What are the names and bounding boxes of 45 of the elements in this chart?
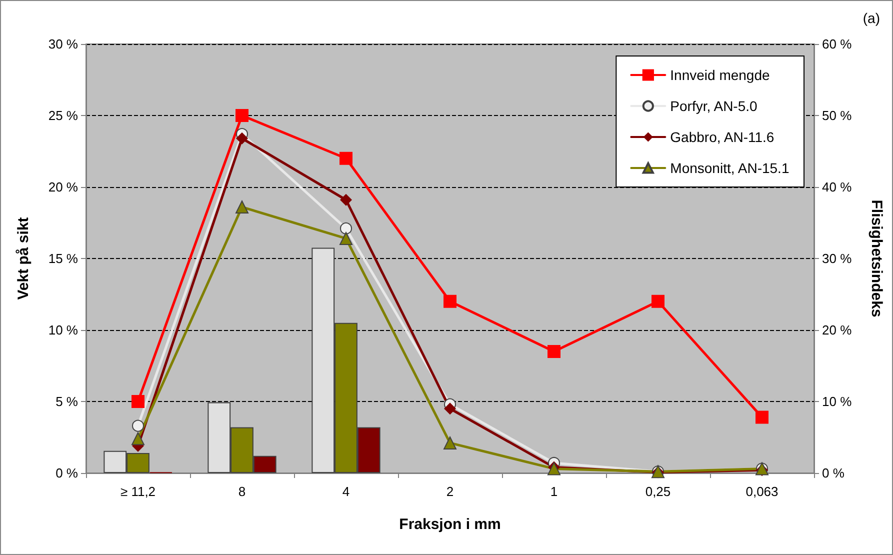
y2-tick-label: 30 % [822, 251, 852, 266]
y2-tick-label: 10 % [822, 394, 852, 409]
y2-axis-title: Flisighetsindeks [868, 200, 885, 318]
point [340, 152, 352, 165]
point [132, 432, 144, 446]
x-tick-label: 2 [446, 484, 454, 499]
point [652, 294, 664, 308]
text: (a) [862, 10, 880, 26]
y-tick-label: 5 % [56, 394, 78, 409]
y-tick-label: 0 % [56, 466, 78, 480]
y-tick-label: 10 % [48, 322, 78, 338]
point [236, 200, 248, 214]
point [444, 402, 456, 415]
legend-label: Innveid mengde [670, 67, 770, 83]
y2-tick-label: 40 % [822, 180, 852, 194]
x-tick-label: 1 [550, 484, 558, 499]
point [236, 132, 248, 144]
point [444, 436, 456, 450]
point [132, 420, 144, 432]
legend-label: Gabbro, AN-11.6 [670, 129, 774, 145]
y2-tick-label: 20 % [822, 322, 852, 338]
y2-tick-label: 0 % [822, 466, 845, 480]
x-tick-label: ≥ 11,2 [120, 484, 156, 499]
legend-label: Monsonitt, AN-15.1 [670, 160, 790, 176]
x-tick-label: 0,25 [645, 484, 671, 499]
point [444, 294, 456, 308]
y-tick-label: 20 % [48, 180, 78, 194]
point [340, 232, 352, 245]
point [340, 222, 352, 234]
y2-tick-label: 50 % [822, 108, 852, 123]
point [340, 194, 352, 206]
point [756, 410, 768, 424]
x-axis-title: Fraksjon i mm [399, 516, 501, 533]
point [236, 109, 248, 122]
y-tick-label: 30 % [48, 36, 78, 52]
x-tick-label: 8 [238, 484, 246, 499]
point [548, 344, 560, 358]
y2-tick-label: 60 % [822, 36, 852, 52]
y-axis-title: Vekt på sikt [15, 217, 32, 300]
x-tick-label: 4 [342, 484, 350, 499]
x-tick-label: 0,063 [746, 484, 778, 499]
legend-label: Porfyr, AN-5.0 [670, 98, 758, 114]
y-tick-label: 25 % [48, 108, 78, 123]
y-tick-label: 15 % [48, 251, 78, 266]
point [132, 395, 144, 408]
